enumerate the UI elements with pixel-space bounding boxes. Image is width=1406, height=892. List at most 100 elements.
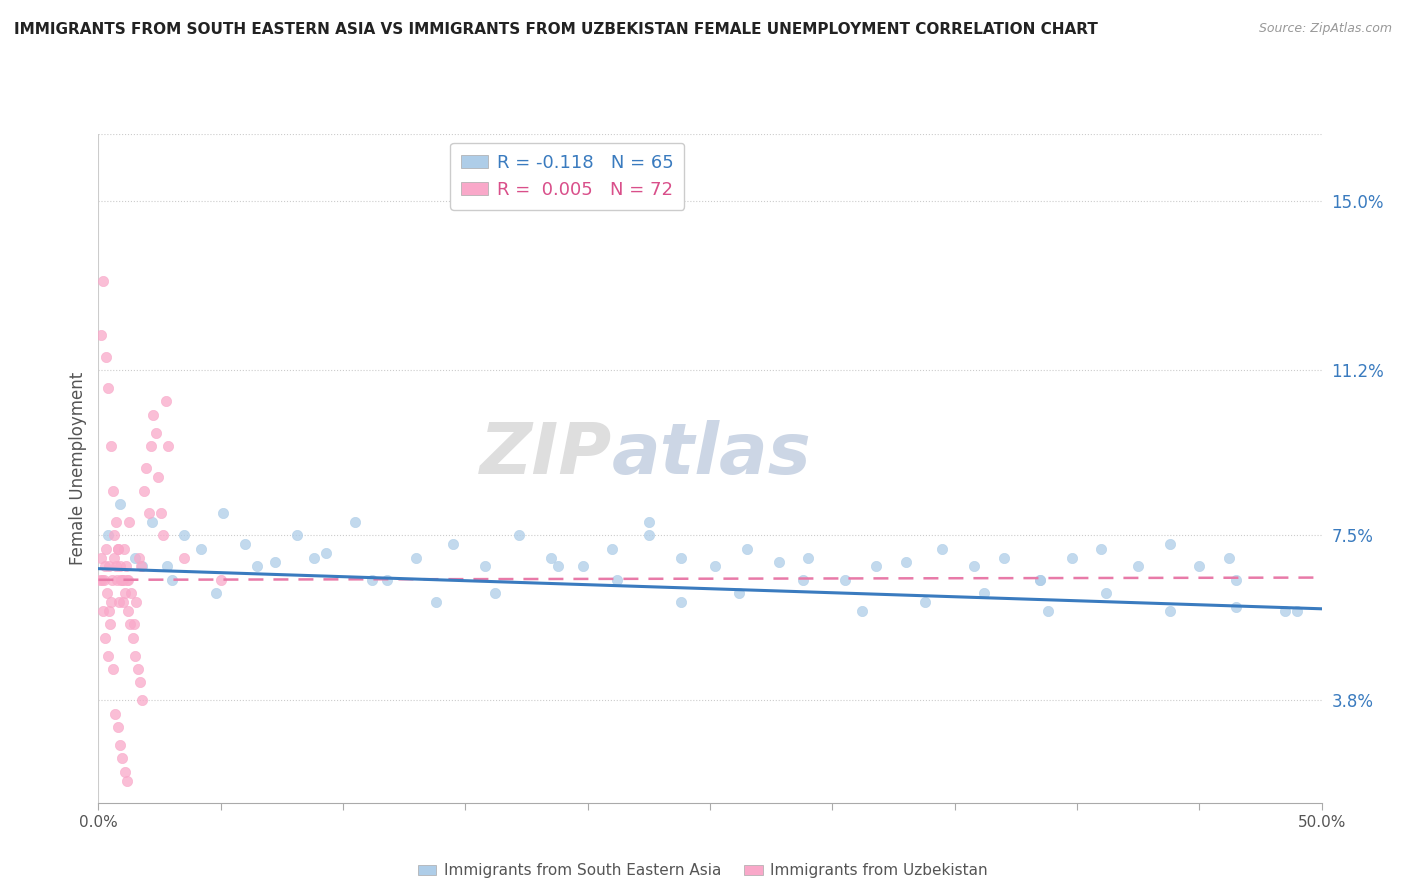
Point bbox=[1159, 537, 1181, 551]
Point bbox=[121, 631, 143, 645]
Point bbox=[94, 350, 117, 364]
Point bbox=[131, 693, 153, 707]
Point bbox=[111, 751, 134, 765]
Point bbox=[117, 573, 139, 587]
Point bbox=[205, 586, 228, 600]
Point bbox=[100, 439, 122, 453]
Point bbox=[173, 528, 195, 542]
Point bbox=[115, 573, 138, 587]
Point bbox=[114, 559, 136, 574]
Point bbox=[768, 555, 790, 569]
Point bbox=[142, 408, 165, 422]
Point bbox=[246, 559, 269, 574]
Y-axis label: Female Unemployment: Female Unemployment bbox=[69, 372, 87, 565]
Point bbox=[105, 573, 128, 587]
Point bbox=[101, 662, 124, 676]
Point bbox=[124, 550, 146, 565]
Point bbox=[1036, 604, 1059, 618]
Point bbox=[107, 720, 129, 734]
Point bbox=[157, 439, 180, 453]
Point bbox=[1095, 586, 1118, 600]
Point bbox=[302, 550, 325, 565]
Point bbox=[735, 541, 758, 556]
Point bbox=[97, 559, 120, 574]
Point bbox=[425, 595, 447, 609]
Text: ZIP: ZIP bbox=[479, 420, 612, 490]
Point bbox=[148, 470, 170, 484]
Point bbox=[118, 515, 141, 529]
Point bbox=[315, 546, 337, 560]
Point bbox=[107, 541, 129, 556]
Point bbox=[96, 586, 118, 600]
Point bbox=[1225, 573, 1247, 587]
Point bbox=[1274, 604, 1296, 618]
Point bbox=[98, 617, 121, 632]
Point bbox=[101, 573, 124, 587]
Point bbox=[89, 573, 111, 587]
Point bbox=[606, 573, 628, 587]
Point bbox=[931, 541, 953, 556]
Point bbox=[540, 550, 562, 565]
Point bbox=[138, 506, 160, 520]
Point bbox=[156, 559, 179, 574]
Point bbox=[112, 541, 135, 556]
Point bbox=[90, 550, 112, 565]
Point bbox=[1218, 550, 1240, 565]
Point bbox=[173, 550, 195, 565]
Point bbox=[508, 528, 530, 542]
Point bbox=[100, 595, 122, 609]
Point bbox=[145, 425, 167, 440]
Point bbox=[111, 573, 134, 587]
Point bbox=[132, 483, 155, 498]
Point bbox=[128, 550, 150, 565]
Point bbox=[1159, 604, 1181, 618]
Legend: Immigrants from South Eastern Asia, Immigrants from Uzbekistan: Immigrants from South Eastern Asia, Immi… bbox=[412, 857, 994, 884]
Point bbox=[131, 559, 153, 574]
Point bbox=[149, 506, 172, 520]
Point bbox=[914, 595, 936, 609]
Point bbox=[344, 515, 367, 529]
Point bbox=[122, 617, 145, 632]
Point bbox=[97, 648, 120, 663]
Point bbox=[155, 394, 177, 409]
Point bbox=[834, 573, 856, 587]
Point bbox=[1090, 541, 1112, 556]
Point bbox=[117, 604, 139, 618]
Point bbox=[361, 573, 384, 587]
Point bbox=[1286, 604, 1309, 618]
Point bbox=[125, 595, 148, 609]
Point bbox=[1188, 559, 1211, 574]
Point bbox=[851, 604, 873, 618]
Point bbox=[114, 764, 136, 779]
Point bbox=[263, 555, 285, 569]
Point bbox=[108, 738, 131, 752]
Point bbox=[96, 541, 118, 556]
Point bbox=[104, 706, 127, 721]
Point bbox=[103, 528, 125, 542]
Text: atlas: atlas bbox=[612, 420, 811, 490]
Text: Source: ZipAtlas.com: Source: ZipAtlas.com bbox=[1258, 22, 1392, 36]
Point bbox=[190, 541, 212, 556]
Point bbox=[572, 559, 595, 574]
Point bbox=[101, 483, 124, 498]
Point bbox=[117, 773, 139, 788]
Point bbox=[111, 573, 134, 587]
Point bbox=[129, 675, 152, 690]
Point bbox=[375, 573, 398, 587]
Point bbox=[91, 274, 114, 288]
Point bbox=[93, 573, 115, 587]
Point bbox=[160, 573, 183, 587]
Point bbox=[98, 604, 121, 618]
Point bbox=[212, 506, 235, 520]
Point bbox=[110, 497, 132, 511]
Point bbox=[638, 515, 661, 529]
Point bbox=[547, 559, 569, 574]
Point bbox=[474, 559, 496, 574]
Point bbox=[97, 528, 120, 542]
Point bbox=[963, 559, 986, 574]
Point bbox=[120, 586, 142, 600]
Point bbox=[114, 586, 136, 600]
Point bbox=[209, 573, 232, 587]
Point bbox=[105, 559, 128, 574]
Point bbox=[1225, 599, 1247, 614]
